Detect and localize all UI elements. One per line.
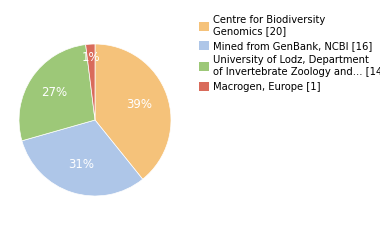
Wedge shape bbox=[95, 44, 171, 179]
Wedge shape bbox=[22, 120, 142, 196]
Text: 39%: 39% bbox=[127, 98, 152, 111]
Text: 27%: 27% bbox=[41, 86, 67, 99]
Text: 31%: 31% bbox=[68, 158, 94, 171]
Legend: Centre for Biodiversity
Genomics [20], Mined from GenBank, NCBI [16], University: Centre for Biodiversity Genomics [20], M… bbox=[199, 15, 380, 91]
Wedge shape bbox=[19, 45, 95, 141]
Text: 1%: 1% bbox=[82, 51, 100, 64]
Wedge shape bbox=[86, 44, 95, 120]
